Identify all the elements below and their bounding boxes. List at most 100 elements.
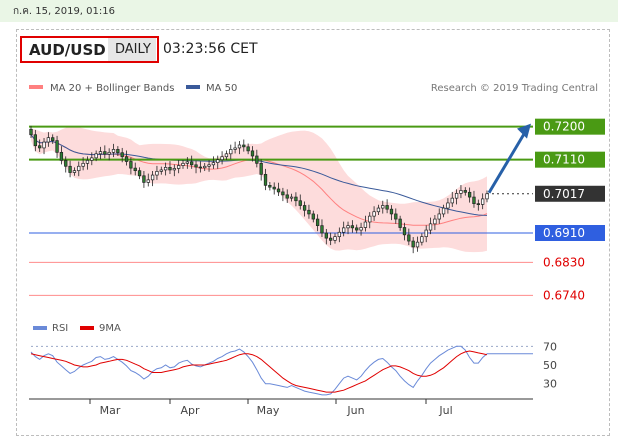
rsi-line bbox=[30, 345, 488, 396]
candle-body bbox=[285, 194, 289, 199]
candle-body bbox=[207, 164, 211, 167]
level-label-0.7017: 0.7017 bbox=[543, 187, 585, 201]
rsi-9ma-line bbox=[30, 350, 488, 393]
rsi-tick-70: 70 bbox=[543, 340, 557, 353]
candle-body bbox=[259, 162, 263, 175]
candle-body bbox=[142, 175, 146, 183]
x-tick-label-Apr: Apr bbox=[180, 404, 200, 417]
candle-body bbox=[46, 137, 51, 143]
candle-body bbox=[454, 193, 459, 199]
candle-body bbox=[359, 227, 363, 231]
candle-body bbox=[415, 241, 420, 248]
candle-body bbox=[437, 213, 441, 220]
level-label-0.6740: 0.6740 bbox=[543, 288, 585, 302]
candle-body bbox=[428, 223, 433, 231]
candle-body bbox=[107, 151, 111, 155]
candle-body bbox=[185, 161, 189, 164]
x-tick-label-Mar: Mar bbox=[100, 404, 121, 417]
candle-body bbox=[64, 160, 68, 167]
instrument-symbol: AUD/USD bbox=[29, 41, 106, 59]
candle-body bbox=[346, 225, 350, 229]
candle-body bbox=[77, 165, 81, 172]
candle-body bbox=[38, 145, 42, 149]
candle-body bbox=[224, 153, 229, 158]
candle-body bbox=[103, 151, 107, 155]
forecast-arrow-shaft bbox=[487, 129, 528, 194]
candle-body bbox=[146, 179, 150, 183]
candle-body bbox=[459, 190, 463, 194]
candle-body bbox=[472, 196, 476, 205]
timestamp: ก.ค. 15, 2019, 01:16 bbox=[13, 6, 115, 17]
legend-ma20-swatch bbox=[29, 85, 43, 89]
candle-body bbox=[315, 218, 320, 227]
legend-9ma-swatch bbox=[80, 326, 94, 330]
candle-body bbox=[481, 198, 485, 205]
candle-body bbox=[433, 218, 437, 225]
candle-body bbox=[211, 162, 216, 166]
candle-body bbox=[98, 151, 103, 155]
level-label-0.7110: 0.7110 bbox=[543, 153, 585, 167]
candle-body bbox=[51, 137, 55, 141]
candle-body bbox=[289, 196, 294, 199]
candle-body bbox=[368, 215, 372, 223]
candlesticks bbox=[29, 125, 489, 254]
candle-body bbox=[463, 190, 467, 193]
candle-body bbox=[320, 225, 324, 234]
candle-body bbox=[441, 207, 446, 215]
candle-body bbox=[250, 150, 255, 157]
candle-body bbox=[220, 156, 224, 161]
candle-body bbox=[333, 236, 337, 241]
candle-body bbox=[342, 227, 346, 233]
candle-body bbox=[233, 147, 237, 150]
level-label-0.6910: 0.6910 bbox=[543, 226, 585, 240]
credit-label: Research © 2019 Trading Central bbox=[431, 83, 598, 94]
candle-body bbox=[294, 196, 298, 202]
candle-body bbox=[155, 171, 159, 176]
candle-body bbox=[85, 160, 90, 164]
candle-body bbox=[168, 167, 172, 171]
candle-body bbox=[242, 144, 246, 148]
candle-body bbox=[116, 149, 120, 154]
candle-body bbox=[190, 161, 194, 166]
candle-body bbox=[381, 205, 385, 209]
level-box-0.6910 bbox=[535, 225, 605, 241]
candle-body bbox=[272, 186, 276, 190]
candle-body bbox=[55, 140, 59, 153]
rsi-tick-30: 30 bbox=[543, 378, 557, 391]
candle-body bbox=[137, 170, 142, 177]
period-label: DAILY bbox=[115, 42, 151, 57]
candle-body bbox=[411, 240, 415, 248]
candle-body bbox=[229, 149, 233, 155]
candle-body bbox=[263, 173, 268, 186]
timestamp-bar: ก.ค. 15, 2019, 01:16 bbox=[0, 0, 618, 22]
chart-legend: MA 20 + Bollinger Bands MA 50 Research ©… bbox=[29, 83, 598, 94]
candle-body bbox=[33, 134, 37, 147]
candle-body bbox=[337, 231, 341, 238]
legend-rsi-swatch bbox=[33, 326, 47, 330]
level-box-0.7017 bbox=[535, 185, 605, 202]
candle-body bbox=[237, 144, 242, 149]
candle-body bbox=[467, 191, 472, 198]
legend-rsi-label: RSI bbox=[52, 323, 68, 334]
candle-body bbox=[181, 162, 185, 166]
candle-body bbox=[298, 200, 302, 206]
x-tick-label-Jul: Jul bbox=[438, 404, 452, 417]
candle-body bbox=[94, 153, 98, 159]
level-box-0.7110 bbox=[535, 151, 605, 168]
candle-body bbox=[394, 213, 398, 220]
period-badge[interactable]: DAILY bbox=[108, 38, 156, 61]
candle-body bbox=[42, 141, 46, 149]
price-levels: 0.7200 0.7110 0.7017 0.6910 0.6830 0.6740 bbox=[29, 118, 605, 302]
candle-body bbox=[372, 211, 376, 217]
chart-panel bbox=[16, 29, 610, 436]
candle-body bbox=[420, 236, 424, 243]
candle-body bbox=[246, 146, 250, 152]
x-tick-label-Jun: Jun bbox=[346, 404, 364, 417]
rsi-tick-50: 50 bbox=[543, 359, 557, 372]
candle-body bbox=[307, 209, 311, 215]
x-tick-label-May: May bbox=[257, 404, 280, 417]
candle-body bbox=[485, 193, 489, 200]
candle-body bbox=[124, 156, 129, 162]
candle-body bbox=[355, 227, 359, 231]
level-label-0.6830: 0.6830 bbox=[543, 255, 585, 269]
